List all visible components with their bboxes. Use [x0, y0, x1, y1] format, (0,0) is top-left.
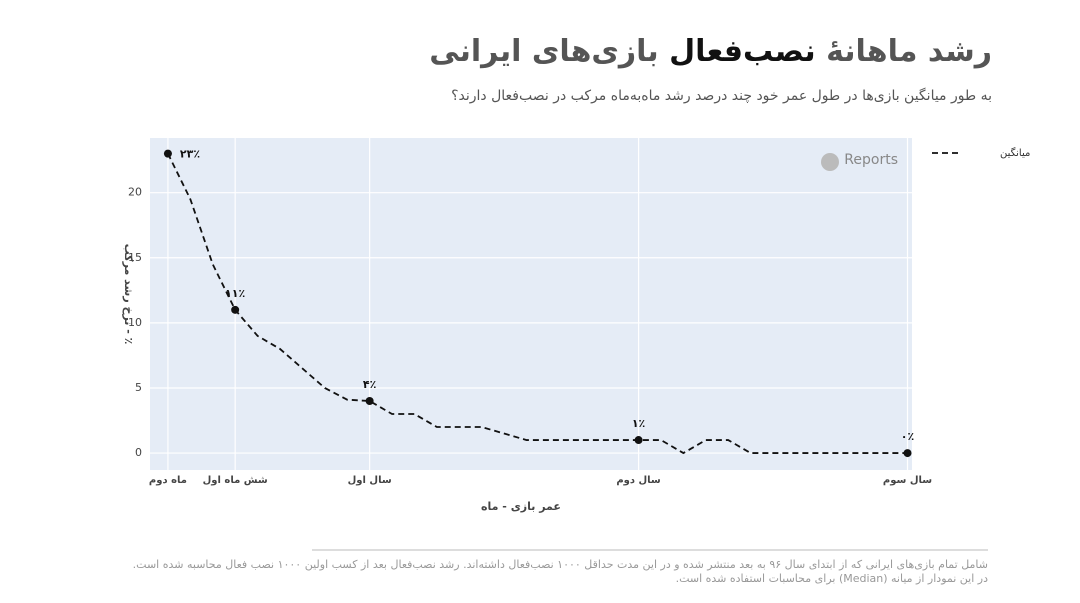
x-tick-label: ماه دوم [149, 475, 187, 486]
value-label: ۱۱٪ [225, 287, 245, 300]
watermark: Reports [844, 152, 898, 168]
x-tick-label: سال دوم [616, 475, 661, 486]
y-tick-label: 20 [128, 186, 142, 199]
data-marker [634, 436, 643, 445]
x-tick-label: شش ماه اول [203, 475, 268, 486]
data-marker [163, 149, 172, 158]
watermark-icon [821, 153, 839, 171]
data-marker [365, 396, 374, 405]
y-tick-label: 0 [135, 446, 142, 459]
data-marker [903, 449, 912, 458]
chart-title: رشد ماهانهٔ نصب‌فعال بازی‌های ایرانی [429, 34, 992, 69]
plot-area [150, 138, 912, 470]
divider [312, 549, 988, 551]
title-part: بازی‌های ایرانی [429, 34, 659, 69]
legend-label: میانگین [1000, 147, 1030, 159]
y-tick-label: 10 [128, 316, 142, 329]
series-line [167, 153, 908, 455]
y-tick-label: 15 [128, 251, 142, 264]
value-label: ۴٪ [363, 378, 376, 391]
footnote-line: در این نمودار از میانه (Median) برای محا… [675, 572, 988, 585]
value-label: ۰٪ [901, 430, 914, 443]
title-part: رشد ماهانهٔ [826, 34, 992, 69]
value-label: ۱٪ [632, 417, 645, 430]
y-axis-label: ٪ - نرخ رشد مرکب [122, 244, 135, 345]
footnote: شامل تمام بازی‌های ایرانی که از ابتدای س… [133, 558, 988, 586]
y-tick-label: 5 [135, 381, 142, 394]
footnote-line: شامل تمام بازی‌های ایرانی که از ابتدای س… [132, 558, 988, 571]
x-tick-label: سال اول [348, 475, 392, 486]
title-emphasis: نصب‌فعال [669, 34, 816, 69]
x-axis-label: عمر بازی - ماه [481, 500, 561, 513]
x-tick-label: سال سوم [883, 475, 932, 486]
data-marker [231, 305, 240, 314]
value-label: ۲۳٪ [180, 148, 200, 161]
chart-subtitle: به طور میانگین بازی‌ها در طول عمر خود چن… [451, 88, 992, 104]
